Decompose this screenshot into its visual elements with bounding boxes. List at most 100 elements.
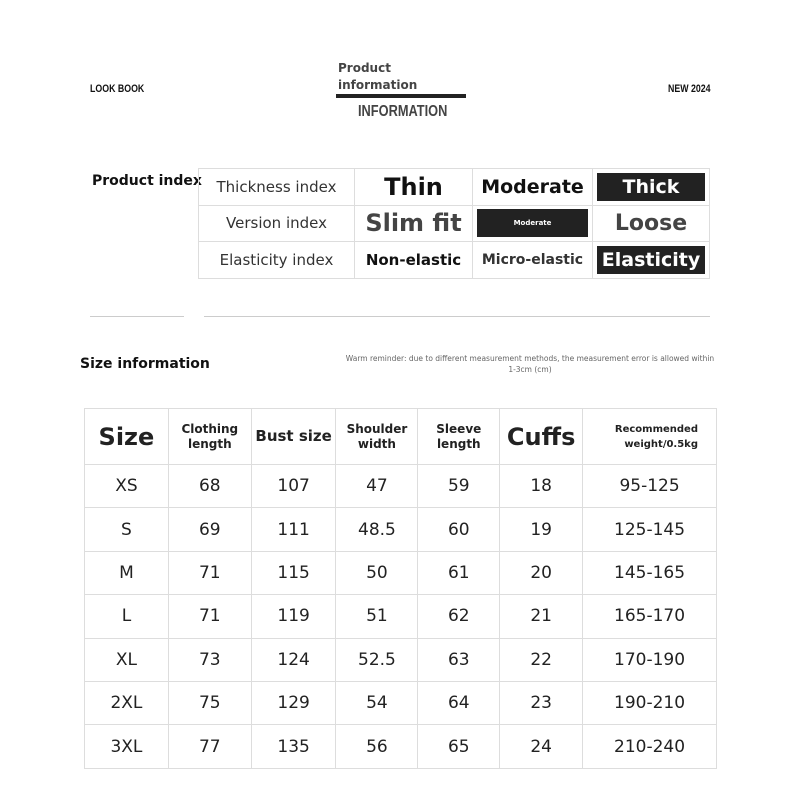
table-cell: 165-170	[582, 594, 717, 639]
index-option: Micro-elastic	[481, 251, 584, 268]
table-cell: 124	[250, 637, 337, 682]
table-cell: 125-145	[582, 507, 717, 552]
reminder-line: 1-3cm (cm)	[508, 365, 552, 374]
column-header: Sleeve length	[417, 408, 501, 465]
table-row: XS 68 107 47 59 18 95-125	[84, 463, 717, 509]
divider	[90, 316, 184, 317]
index-option-cell: Slim fit	[354, 204, 473, 242]
column-header: Size	[84, 408, 169, 465]
table-cell: 68	[167, 463, 252, 509]
table-cell: XS	[84, 463, 169, 509]
table-cell: S	[84, 507, 169, 552]
table-cell: 50	[335, 550, 419, 596]
column-header: Cuffs	[499, 408, 584, 465]
table-cell: 59	[417, 463, 501, 509]
new-2024-label: NEW 2024	[668, 83, 711, 95]
index-option-cell: Loose	[592, 204, 710, 242]
table-cell: 60	[417, 507, 501, 552]
table-row: L 71 119 51 62 21 165-170	[84, 594, 717, 639]
table-cell: 69	[167, 507, 252, 552]
table-cell: 48.5	[335, 507, 419, 552]
column-header: Shoulder width	[335, 408, 419, 465]
reminder-line: Warm reminder: due to different measurem…	[345, 354, 715, 363]
title-line: information	[338, 78, 418, 92]
page-subtitle: INFORMATION	[358, 103, 448, 120]
index-option-cell: Elasticity	[592, 241, 710, 279]
table-cell: 3XL	[84, 724, 169, 769]
title-underline	[336, 94, 466, 98]
table-cell: 20	[499, 550, 584, 596]
table-cell: 51	[335, 594, 419, 639]
table-cell: 73	[167, 637, 252, 682]
index-option: Thin	[384, 172, 443, 201]
index-option: Slim fit	[365, 209, 462, 238]
product-index-row: Elasticity index Non-elastic Micro-elastic…	[198, 241, 710, 279]
look-book-label: LOOK BOOK	[90, 83, 145, 95]
table-cell: 95-125	[582, 463, 717, 509]
index-option: Loose	[614, 210, 688, 236]
table-cell: 115	[250, 550, 337, 596]
table-cell: 145-165	[582, 550, 717, 596]
table-cell: 62	[417, 594, 501, 639]
table-cell: 71	[167, 550, 252, 596]
index-option-cell: Thick	[592, 168, 710, 206]
index-label: Thickness index	[198, 168, 355, 206]
selected-option: Moderate	[477, 209, 588, 238]
column-header: Clothing length	[167, 408, 252, 465]
table-row: S 69 111 48.5 60 19 125-145	[84, 507, 717, 552]
table-cell: 64	[417, 680, 501, 726]
measurement-reminder: Warm reminder: due to different measurem…	[330, 353, 730, 375]
product-index-table: Thickness index Thin Moderate Thick Version …	[198, 168, 710, 279]
index-option-cell: Non-elastic	[354, 241, 473, 279]
table-cell: 52.5	[335, 637, 419, 682]
table-cell: 65	[417, 724, 501, 769]
table-cell: 210-240	[582, 724, 717, 769]
table-cell: 107	[250, 463, 337, 509]
product-index-row: Thickness index Thin Moderate Thick	[198, 168, 710, 206]
index-option: Non-elastic	[365, 250, 462, 269]
table-row: 2XL 75 129 54 64 23 190-210	[84, 680, 717, 726]
table-cell: 170-190	[582, 637, 717, 682]
table-cell: 54	[335, 680, 419, 726]
table-cell: 23	[499, 680, 584, 726]
table-row: XL 73 124 52.5 63 22 170-190	[84, 637, 717, 682]
table-cell: 119	[250, 594, 337, 639]
table-cell: 190-210	[582, 680, 717, 726]
index-option-cell: Moderate	[472, 204, 593, 242]
index-label: Elasticity index	[198, 241, 355, 279]
table-cell: M	[84, 550, 169, 596]
table-cell: 24	[499, 724, 584, 769]
index-option-cell: Micro-elastic	[472, 241, 593, 279]
table-row: M 71 115 50 61 20 145-165	[84, 550, 717, 596]
table-cell: 18	[499, 463, 584, 509]
table-cell: 21	[499, 594, 584, 639]
table-cell: 75	[167, 680, 252, 726]
column-header: Recommended weight/0.5kg	[582, 408, 717, 465]
index-option-cell: Moderate	[472, 168, 593, 206]
table-cell: 47	[335, 463, 419, 509]
table-cell: 135	[250, 724, 337, 769]
title-line: Product	[338, 61, 391, 75]
page-title: Product information	[338, 60, 417, 94]
selected-option: Thick	[597, 172, 705, 201]
size-table-header: Size Clothing length Bust size Shoulder wid…	[84, 408, 717, 465]
table-cell: 22	[499, 637, 584, 682]
table-cell: 56	[335, 724, 419, 769]
column-header: Bust size	[250, 408, 337, 465]
table-cell: L	[84, 594, 169, 639]
divider	[204, 316, 710, 317]
product-index-row: Version index Slim fit Moderate Loose	[198, 204, 710, 242]
size-information-label: Size information	[80, 356, 210, 372]
table-cell: 77	[167, 724, 252, 769]
table-cell: XL	[84, 637, 169, 682]
table-cell: 19	[499, 507, 584, 552]
selected-option: Elasticity	[597, 245, 705, 274]
table-cell: 61	[417, 550, 501, 596]
index-label: Version index	[198, 204, 355, 242]
index-option-cell: Thin	[354, 168, 473, 206]
table-row: 3XL 77 135 56 65 24 210-240	[84, 724, 717, 769]
table-cell: 71	[167, 594, 252, 639]
product-index-label: Product index	[92, 173, 202, 189]
size-table: Size Clothing length Bust size Shoulder wid…	[84, 408, 717, 769]
table-cell: 111	[250, 507, 337, 552]
